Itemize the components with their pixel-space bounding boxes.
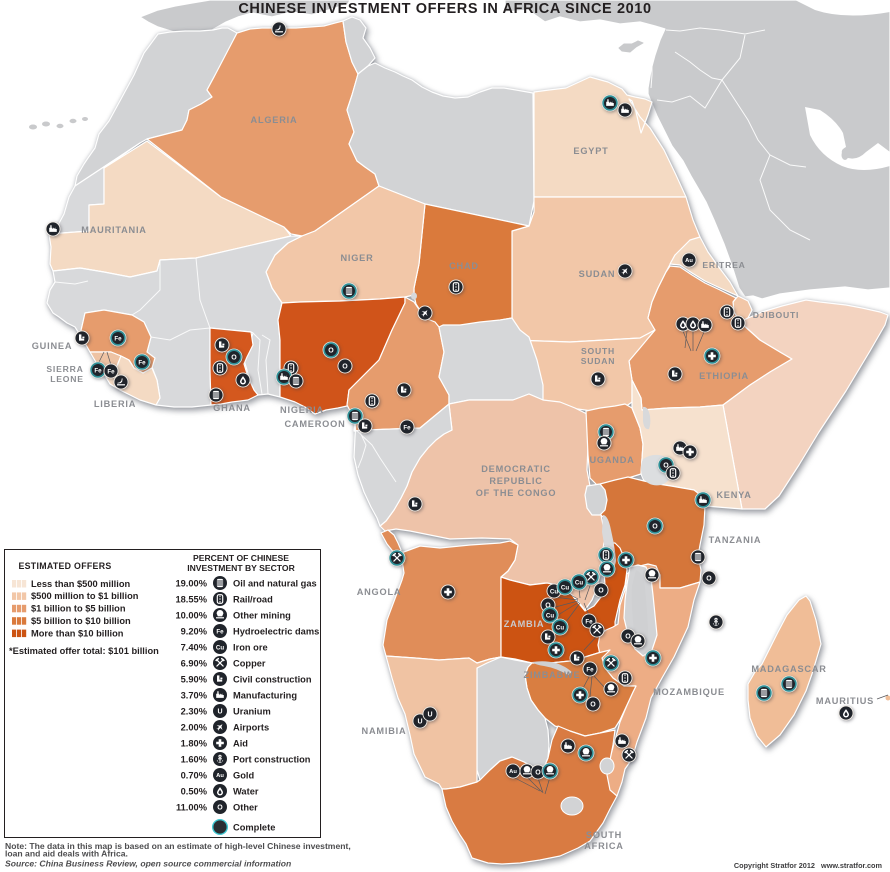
svg-text:Civil construction: Civil construction xyxy=(233,674,312,684)
svg-text:Other mining: Other mining xyxy=(233,610,291,620)
svg-text:Rail/road: Rail/road xyxy=(233,594,273,604)
svg-text:MOZAMBIQUE: MOZAMBIQUE xyxy=(653,687,725,697)
svg-text:1.60%: 1.60% xyxy=(181,754,208,764)
svg-text:Iron ore: Iron ore xyxy=(233,642,268,652)
svg-text:Other: Other xyxy=(233,802,258,812)
svg-text:SUDAN: SUDAN xyxy=(579,269,616,279)
svg-text:GHANA: GHANA xyxy=(213,403,251,413)
svg-text:CHAD: CHAD xyxy=(449,261,479,271)
svg-text:Airports: Airports xyxy=(233,722,269,732)
svg-text:EGYPT: EGYPT xyxy=(573,146,608,156)
svg-text:$500 million to $1 billion: $500 million to $1 billion xyxy=(31,591,139,601)
svg-text:CAMEROON: CAMEROON xyxy=(284,419,345,429)
svg-text:18.55%: 18.55% xyxy=(175,594,207,604)
svg-text:AFRICA: AFRICA xyxy=(584,841,624,851)
svg-text:9.20%: 9.20% xyxy=(181,626,208,636)
svg-text:2.30%: 2.30% xyxy=(181,706,208,716)
svg-text:UGANDA: UGANDA xyxy=(589,455,634,465)
svg-text:ANGOLA: ANGOLA xyxy=(357,587,402,597)
svg-text:5.90%: 5.90% xyxy=(181,674,208,684)
svg-text:Complete: Complete xyxy=(233,822,275,832)
svg-text:Water: Water xyxy=(233,786,259,796)
svg-text:Source: China Business Review,: Source: China Business Review, open sour… xyxy=(5,859,291,869)
svg-text:MAURITANIA: MAURITANIA xyxy=(81,225,147,235)
svg-text:Port construction: Port construction xyxy=(233,754,311,764)
svg-text:Hydroelectric dams: Hydroelectric dams xyxy=(233,626,319,636)
svg-text:LEONE: LEONE xyxy=(50,374,84,384)
svg-text:DJIBOUTI: DJIBOUTI xyxy=(753,310,800,320)
svg-text:ESTIMATED OFFERS: ESTIMATED OFFERS xyxy=(18,561,111,571)
svg-text:ZAMBIA: ZAMBIA xyxy=(504,619,545,629)
svg-text:SUDAN: SUDAN xyxy=(581,356,616,366)
svg-text:Copyright Stratfor 2012 www.: Copyright Stratfor 2012 www.stratfor.com xyxy=(734,861,883,870)
svg-text:*Estimated offer total: $101 b: *Estimated offer total: $101 billion xyxy=(9,646,159,656)
svg-text:SOUTH: SOUTH xyxy=(586,830,622,840)
svg-text:NIGERIA: NIGERIA xyxy=(280,405,324,415)
svg-text:DEMOCRATIC: DEMOCRATIC xyxy=(481,464,551,474)
svg-text:Less than $500 million: Less than $500 million xyxy=(31,579,131,589)
svg-text:7.40%: 7.40% xyxy=(181,642,208,652)
svg-text:ETHIOPIA: ETHIOPIA xyxy=(699,371,749,381)
svg-text:GUINEA: GUINEA xyxy=(32,341,73,351)
svg-text:CHINESE INVESTMENT OFFERS IN A: CHINESE INVESTMENT OFFERS IN AFRICA SINC… xyxy=(238,1,651,17)
svg-text:Oil and natural gas: Oil and natural gas xyxy=(233,578,317,588)
svg-text:ALGERIA: ALGERIA xyxy=(251,115,298,125)
svg-text:0.70%: 0.70% xyxy=(181,770,208,780)
svg-text:INVESTMENT BY SECTOR: INVESTMENT BY SECTOR xyxy=(187,563,295,573)
svg-text:0.50%: 0.50% xyxy=(181,786,208,796)
svg-text:$1 billion to $5 billion: $1 billion to $5 billion xyxy=(31,604,126,614)
svg-text:NAMIBIA: NAMIBIA xyxy=(362,726,407,736)
svg-text:Copper: Copper xyxy=(233,658,266,668)
svg-text:SIERRA: SIERRA xyxy=(46,364,83,374)
svg-text:2.00%: 2.00% xyxy=(181,722,208,732)
svg-text:1.80%: 1.80% xyxy=(181,738,208,748)
svg-text:PERCENT OF CHINESE: PERCENT OF CHINESE xyxy=(193,553,289,563)
svg-text:6.90%: 6.90% xyxy=(181,658,208,668)
svg-text:KENYA: KENYA xyxy=(716,490,751,500)
svg-text:19.00%: 19.00% xyxy=(175,578,207,588)
svg-text:Uranium: Uranium xyxy=(233,706,271,716)
svg-text:SOUTH: SOUTH xyxy=(581,346,615,356)
svg-text:Aid: Aid xyxy=(233,738,248,748)
svg-text:ZIMBABWE: ZIMBABWE xyxy=(524,670,581,680)
svg-text:LIBERIA: LIBERIA xyxy=(94,399,136,409)
svg-text:Gold: Gold xyxy=(233,770,254,780)
svg-text:$5 billion to $10 billion: $5 billion to $10 billion xyxy=(31,616,131,626)
svg-text:OF THE CONGO: OF THE CONGO xyxy=(476,488,557,498)
svg-text:11.00%: 11.00% xyxy=(176,802,208,812)
svg-text:Note: The data in this map is: Note: The data in this map is based on a… xyxy=(5,841,351,851)
svg-text:TANZANIA: TANZANIA xyxy=(709,535,762,545)
svg-text:ERITREA: ERITREA xyxy=(702,260,745,270)
svg-text:loan and aid deals with Africa: loan and aid deals with Africa. xyxy=(5,849,128,859)
svg-text:MAURITIUS: MAURITIUS xyxy=(816,696,874,706)
svg-text:Manufacturing: Manufacturing xyxy=(233,690,297,700)
svg-text:NIGER: NIGER xyxy=(340,253,373,263)
svg-text:MADAGASCAR: MADAGASCAR xyxy=(751,664,826,674)
svg-text:More than $10 billion: More than $10 billion xyxy=(31,628,124,638)
svg-text:10.00%: 10.00% xyxy=(175,610,207,620)
svg-text:REPUBLIC: REPUBLIC xyxy=(489,476,542,486)
svg-text:3.70%: 3.70% xyxy=(181,690,208,700)
